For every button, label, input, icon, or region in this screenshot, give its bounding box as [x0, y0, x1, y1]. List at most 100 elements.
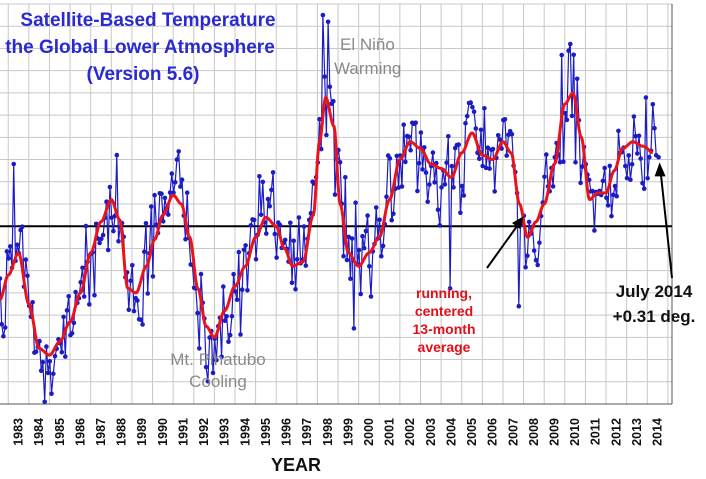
monthly-point	[516, 303, 522, 309]
x-tick-label: 2003	[424, 418, 438, 446]
monthly-point	[81, 294, 87, 299]
monthly-point	[564, 117, 570, 123]
monthly-point	[425, 199, 431, 204]
monthly-point	[174, 157, 180, 162]
monthly-point	[363, 228, 369, 234]
monthly-point	[502, 117, 508, 122]
monthly-point	[6, 256, 11, 261]
monthly-point	[272, 231, 278, 237]
monthly-point	[437, 223, 443, 228]
monthly-point	[461, 193, 467, 198]
monthly-point	[171, 190, 176, 195]
x-tick-label: 2002	[403, 418, 417, 446]
monthly-point	[368, 294, 374, 299]
monthly-point	[227, 332, 233, 338]
monthly-point	[635, 151, 640, 156]
monthly-point	[148, 204, 154, 209]
monthly-point	[324, 132, 329, 138]
monthly-point	[195, 310, 200, 316]
pinatubo-annotation: Mt. Pinatubo Cooling	[170, 350, 265, 391]
monthly-point	[652, 125, 657, 131]
monthly-point	[525, 253, 530, 258]
monthly-point	[116, 239, 121, 244]
monthly-point	[11, 161, 16, 167]
monthly-point	[291, 238, 297, 244]
running-arrow-head	[512, 216, 524, 229]
monthly-point	[317, 116, 322, 122]
monthly-point	[1, 334, 6, 339]
x-tick-label: 2007	[506, 418, 520, 446]
monthly-point	[114, 152, 120, 158]
monthly-point	[387, 156, 393, 161]
monthly-point	[578, 180, 583, 186]
monthly-point	[464, 113, 470, 119]
monthly-point	[100, 232, 106, 238]
monthly-point	[497, 137, 503, 142]
monthly-point	[243, 243, 248, 248]
monthly-point	[384, 194, 389, 199]
monthly-point	[169, 171, 175, 176]
x-tick-label: 2012	[609, 418, 623, 446]
monthly-point	[30, 300, 35, 305]
x-tick-labels: 1983 1984 1985 1986 1987 1988 1989 1990 1991 1992…	[12, 418, 665, 446]
monthly-point	[415, 188, 420, 194]
monthly-point	[470, 104, 475, 110]
monthly-point	[439, 185, 444, 190]
monthly-point	[360, 233, 365, 239]
title-line-3: (Version 5.6)	[87, 64, 200, 85]
monthly-point	[420, 167, 425, 172]
monthly-point	[485, 145, 491, 150]
monthly-point	[294, 257, 300, 262]
monthly-point	[198, 271, 204, 277]
monthly-point	[490, 146, 496, 152]
monthly-point	[442, 182, 448, 187]
monthly-point	[432, 180, 437, 185]
monthly-point	[602, 165, 607, 171]
running-label-3: 13-month	[413, 321, 476, 337]
x-tick-label: 1994	[238, 418, 252, 446]
monthly-point	[416, 160, 422, 166]
monthly-point	[238, 332, 243, 337]
monthly-point	[509, 132, 515, 137]
running-label-4: average	[418, 339, 471, 355]
monthly-point	[526, 219, 532, 225]
monthly-point	[71, 320, 77, 326]
monthly-point	[166, 212, 171, 217]
monthly-point	[87, 302, 92, 307]
monthly-point	[487, 166, 492, 171]
monthly-point	[325, 19, 331, 25]
monthly-point	[33, 349, 39, 355]
monthly-point	[131, 308, 137, 314]
monthly-point	[150, 274, 156, 279]
x-tick-label: 2008	[527, 418, 541, 446]
x-tick-label: 1985	[53, 418, 67, 446]
monthly-point	[614, 193, 619, 199]
monthly-point	[4, 249, 10, 254]
monthly-point	[288, 220, 293, 226]
monthly-point	[446, 134, 451, 139]
monthly-point	[245, 288, 250, 293]
monthly-point	[107, 184, 113, 190]
monthly-point	[413, 120, 419, 125]
monthly-point	[197, 346, 202, 351]
monthly-point	[482, 106, 487, 111]
monthly-point	[471, 109, 477, 114]
monthly-point	[42, 399, 47, 405]
monthly-point	[126, 307, 132, 313]
x-tick-label: 1992	[197, 418, 211, 446]
monthly-point	[138, 317, 144, 323]
monthly-point	[222, 318, 228, 324]
monthly-point	[559, 52, 564, 58]
monthly-point	[605, 203, 611, 208]
monthly-point	[135, 298, 140, 303]
monthly-point	[128, 278, 133, 284]
monthly-point	[349, 236, 355, 241]
monthly-point	[580, 164, 585, 169]
monthly-point	[172, 180, 178, 185]
monthly-point	[0, 321, 4, 327]
monthly-point	[44, 344, 49, 349]
monthly-point	[78, 280, 83, 285]
monthly-point	[25, 273, 30, 279]
monthly-point	[380, 243, 386, 249]
monthly-point	[337, 160, 343, 165]
